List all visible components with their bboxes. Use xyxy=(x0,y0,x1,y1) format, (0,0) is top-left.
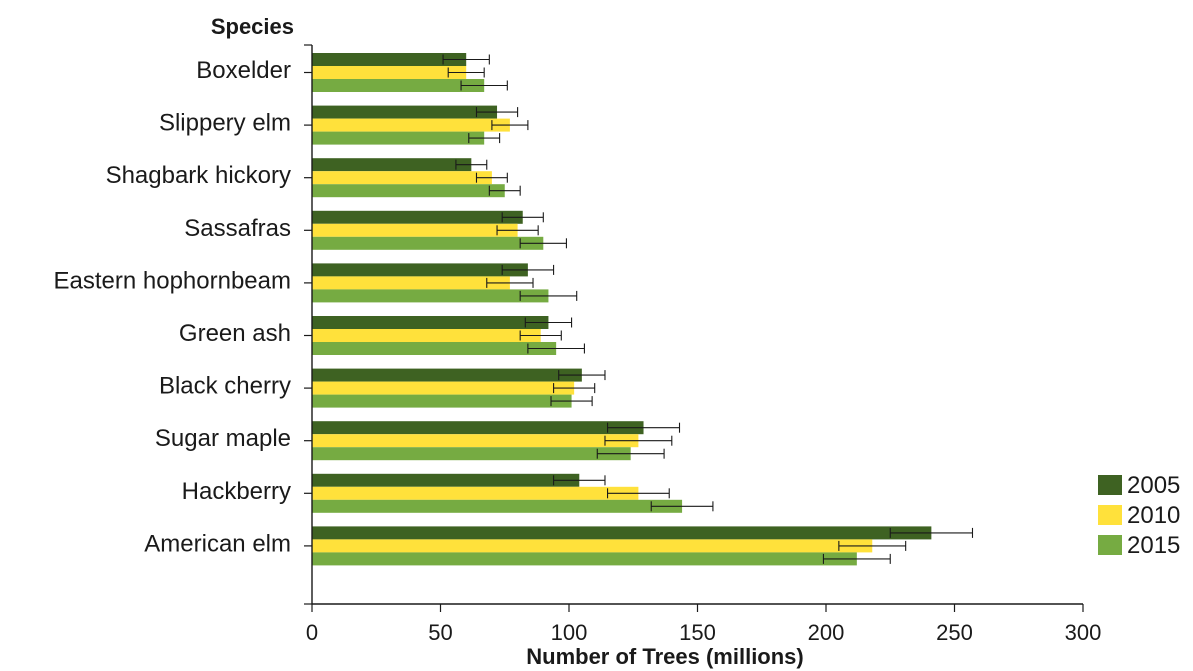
error-bar xyxy=(524,317,573,328)
x-tick-label: 0 xyxy=(306,620,318,645)
legend: 2005 2010 2015 xyxy=(1098,472,1180,559)
bar-2005 xyxy=(312,421,644,435)
bar-2015 xyxy=(312,289,549,303)
category-label: Slippery elm xyxy=(159,110,291,137)
x-tick-label: 100 xyxy=(551,620,588,645)
error-bar xyxy=(889,527,974,538)
error-bars-layer xyxy=(442,54,974,564)
error-bar xyxy=(519,238,567,249)
bar-2005 xyxy=(312,158,472,172)
bars-layer xyxy=(312,53,932,566)
x-tick-label: 200 xyxy=(808,620,845,645)
error-bar xyxy=(488,185,521,196)
bar-2005 xyxy=(312,526,932,540)
bar-2005 xyxy=(312,105,498,119)
bar-2005 xyxy=(312,263,528,277)
x-tick-label: 50 xyxy=(428,620,452,645)
labels-layer: Boxelder Slippery elm Shagbark hickory Sass… xyxy=(54,57,1102,645)
x-tick-label: 150 xyxy=(679,620,716,645)
legend-item-2015: 2015 xyxy=(1098,532,1180,559)
x-axis-title: Number of Trees (millions) xyxy=(526,644,804,669)
error-bar xyxy=(553,383,596,394)
bar-2010 xyxy=(312,171,492,185)
bar-2010 xyxy=(312,223,518,237)
bar-2015 xyxy=(312,236,544,250)
error-bar xyxy=(501,212,544,223)
bar-2010 xyxy=(312,66,467,79)
error-bar xyxy=(442,54,490,65)
error-bar xyxy=(501,264,555,275)
error-bar xyxy=(455,159,488,170)
error-bar xyxy=(519,290,578,301)
error-bar xyxy=(822,553,891,564)
bar-2005 xyxy=(312,53,467,66)
legend-label: 2015 xyxy=(1127,532,1180,559)
error-bar xyxy=(596,448,665,459)
error-bar xyxy=(486,277,534,288)
error-bar xyxy=(838,540,907,551)
error-bar xyxy=(491,120,529,131)
legend-swatch xyxy=(1098,505,1122,525)
error-bar xyxy=(553,475,606,486)
error-bar xyxy=(606,488,670,499)
category-label: Sassafras xyxy=(184,215,291,242)
error-bar xyxy=(519,330,562,341)
category-label: Shagbark hickory xyxy=(106,162,291,189)
bar-2010 xyxy=(312,381,575,395)
error-bar xyxy=(468,133,501,144)
error-bar xyxy=(460,80,508,91)
category-label: Boxelder xyxy=(196,57,291,84)
error-bar xyxy=(447,67,485,78)
error-bar xyxy=(496,225,539,236)
error-bar xyxy=(475,172,508,183)
error-bar xyxy=(650,501,714,512)
bar-2015 xyxy=(312,79,485,92)
legend-label: 2010 xyxy=(1127,502,1180,529)
x-tick-label: 300 xyxy=(1065,620,1102,645)
legend-swatch xyxy=(1098,535,1122,555)
bar-2010 xyxy=(312,276,510,290)
bar-2010 xyxy=(312,434,639,448)
error-bar xyxy=(558,370,606,381)
bar-2010 xyxy=(312,329,541,342)
bar-2010 xyxy=(312,539,873,553)
error-bar xyxy=(527,343,585,354)
bar-2010 xyxy=(312,486,639,500)
legend-item-2005: 2005 xyxy=(1098,472,1180,499)
category-label: Green ash xyxy=(179,320,291,347)
bar-2015 xyxy=(312,394,572,408)
legend-label: 2005 xyxy=(1127,472,1180,499)
error-bar xyxy=(606,422,681,433)
bar-2010 xyxy=(312,118,510,132)
bar-2015 xyxy=(312,447,631,461)
category-label: Hackberry xyxy=(182,478,291,505)
x-tick-label: 250 xyxy=(936,620,973,645)
error-bar xyxy=(475,107,519,118)
bar-2005 xyxy=(312,368,582,382)
bar-2015 xyxy=(312,499,683,513)
bar-2015 xyxy=(312,131,485,145)
error-bar xyxy=(550,396,593,407)
category-label: Eastern hophornbeam xyxy=(54,267,292,294)
legend-item-2010: 2010 xyxy=(1098,502,1180,529)
error-bar xyxy=(604,435,673,446)
category-label: Sugar maple xyxy=(155,425,291,452)
y-axis-title: Species xyxy=(211,14,294,39)
bar-2015 xyxy=(312,552,857,566)
axes-layer xyxy=(304,44,1084,612)
bar-2005 xyxy=(312,473,580,487)
bar-2005 xyxy=(312,210,523,224)
category-label: Black cherry xyxy=(159,373,291,400)
bar-2015 xyxy=(312,184,505,198)
legend-swatch xyxy=(1098,475,1122,495)
bar-2005 xyxy=(312,316,549,329)
category-label: American elm xyxy=(144,530,291,557)
bar-2015 xyxy=(312,342,557,355)
